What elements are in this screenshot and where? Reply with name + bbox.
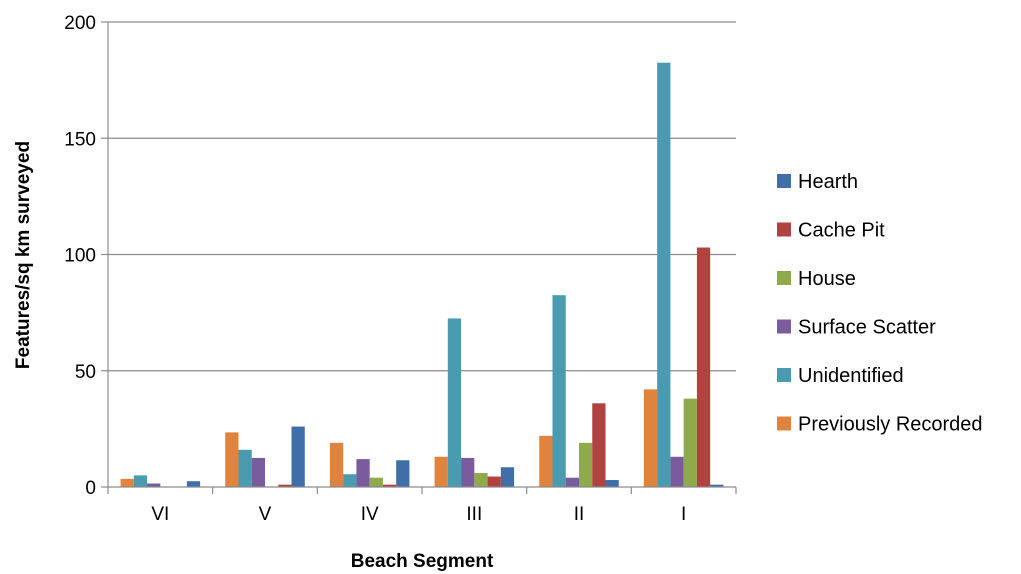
y-tick-label: 50 bbox=[75, 362, 96, 383]
x-tick-label: IV bbox=[361, 504, 379, 525]
legend-label: Cache Pit bbox=[798, 220, 885, 242]
bar-previously-recorded-vi bbox=[120, 478, 134, 487]
legend-swatch-unidentified bbox=[777, 368, 791, 382]
legend-swatch-cache-pit bbox=[777, 222, 791, 237]
legend-label: House bbox=[798, 268, 856, 290]
x-tick-label: I bbox=[681, 504, 686, 525]
y-tick-label: 150 bbox=[64, 129, 96, 150]
bar-unidentified-iii bbox=[447, 318, 462, 487]
bar-house-iv bbox=[369, 477, 383, 487]
x-tick-label: II bbox=[574, 504, 585, 525]
y-tick-label: 100 bbox=[64, 246, 96, 267]
bar-unidentified-i bbox=[657, 62, 671, 487]
x-tick-label: VI bbox=[151, 504, 169, 525]
bar-cache-pit-i bbox=[696, 247, 711, 487]
bar-previously-recorded-i bbox=[643, 389, 658, 487]
legend-swatch-surface-scatter bbox=[777, 319, 791, 334]
y-axis-title: Features/sq km surveyed bbox=[13, 141, 34, 369]
bar-previously-recorded-iii bbox=[434, 456, 448, 487]
bar-hearth-vi bbox=[186, 481, 201, 487]
bar-house-ii bbox=[579, 442, 593, 487]
legend-swatch-previously-recorded bbox=[777, 416, 791, 431]
x-tick-label: III bbox=[466, 504, 482, 525]
bar-previously-recorded-iv bbox=[329, 442, 344, 487]
bar-unidentified-v bbox=[238, 449, 252, 487]
x-axis-title: Beach Segment bbox=[351, 551, 494, 572]
legend-label: Unidentified bbox=[798, 365, 904, 387]
bar-cache-pit-iii bbox=[487, 476, 501, 487]
bar-surface-scatter-ii bbox=[565, 477, 579, 487]
bar-unidentified-vi bbox=[133, 475, 148, 487]
bar-previously-recorded-ii bbox=[539, 435, 553, 487]
legend-swatch-house bbox=[777, 271, 791, 285]
bar-previously-recorded-v bbox=[225, 432, 239, 487]
bar-house-iii bbox=[474, 473, 488, 487]
bar-surface-scatter-vi bbox=[147, 483, 161, 487]
bar-cache-pit-ii bbox=[592, 403, 606, 487]
legend-swatch-hearth bbox=[777, 174, 791, 188]
bar-surface-scatter-v bbox=[251, 457, 265, 487]
bar-surface-scatter-iii bbox=[461, 457, 475, 487]
bar-surface-scatter-iv bbox=[356, 459, 370, 487]
bar-hearth-iv bbox=[396, 460, 410, 487]
bar-surface-scatter-i bbox=[670, 456, 684, 487]
y-tick-label: 0 bbox=[85, 478, 96, 499]
bar-house-i bbox=[683, 398, 697, 487]
bar-hearth-i bbox=[710, 484, 724, 487]
bar-hearth-ii bbox=[605, 480, 619, 487]
bar-hearth-v bbox=[291, 426, 305, 487]
x-tick-label: V bbox=[259, 504, 272, 525]
legend-label: Previously Recorded bbox=[798, 414, 983, 436]
legend-label: Surface Scatter bbox=[798, 317, 936, 339]
bar-cache-pit-v bbox=[278, 484, 292, 487]
bar-unidentified-ii bbox=[552, 295, 566, 487]
bar-hearth-iii bbox=[500, 467, 515, 487]
bar-cache-pit-iv bbox=[382, 484, 397, 487]
legend: Hearth Cache Pit House Surface Scatter Unide… bbox=[777, 171, 983, 436]
bar-unidentified-iv bbox=[343, 474, 357, 487]
y-tick-label: 200 bbox=[64, 13, 96, 34]
bars bbox=[120, 62, 724, 487]
legend-label: Hearth bbox=[798, 171, 858, 193]
gridlines bbox=[108, 21, 736, 372]
